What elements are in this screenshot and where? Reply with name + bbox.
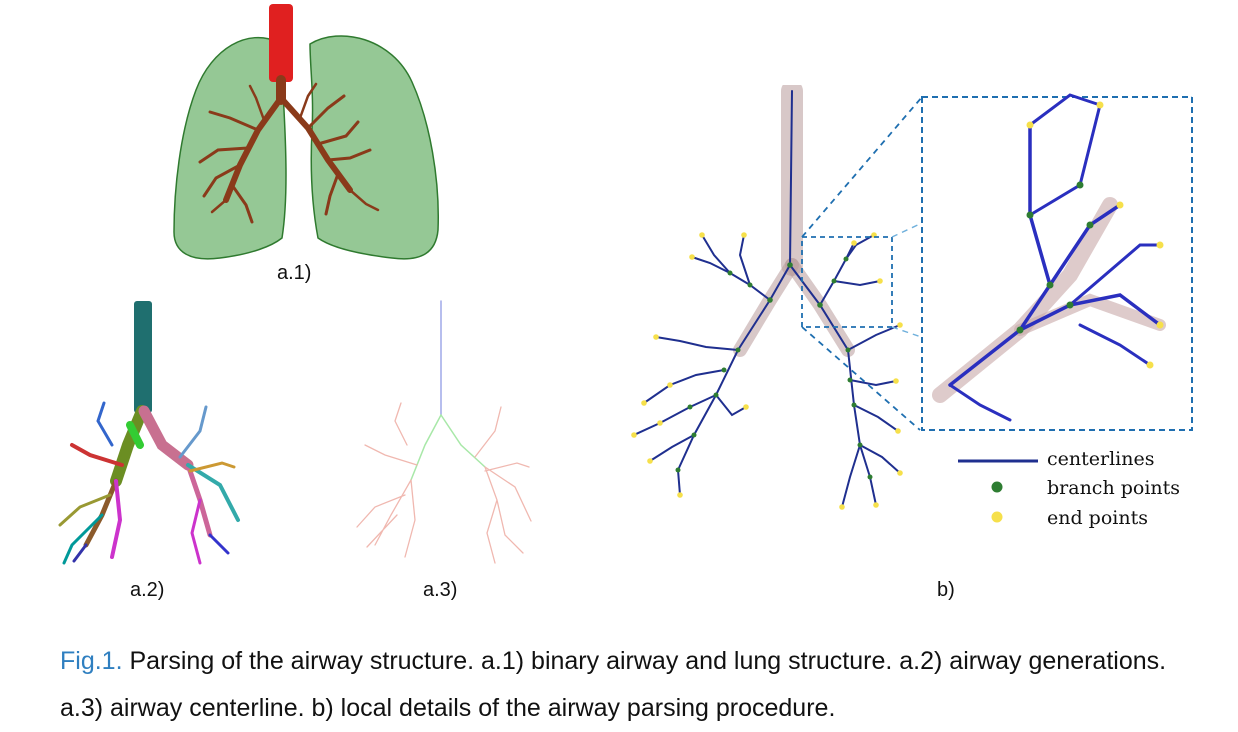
- faint-centerline-tree: [356, 300, 532, 564]
- panel-a1-lung-airway-figure: [173, 4, 440, 260]
- zoom-branch-points: [1016, 181, 1094, 334]
- trachea-red: [269, 4, 293, 82]
- label-a2: a.2): [130, 579, 165, 601]
- centerline-tree: [633, 90, 901, 508]
- legend-label-centerlines: centerlines: [1047, 448, 1155, 470]
- branch-points: [675, 256, 873, 480]
- zoom-source-box: [801, 236, 893, 328]
- airway-shadow: [733, 85, 855, 357]
- right-lung-shape: [309, 35, 440, 260]
- end-points: [631, 232, 903, 510]
- bronchial-tree: [198, 75, 380, 224]
- generation-branches: [58, 401, 240, 565]
- zoom-end-points: [1026, 101, 1164, 369]
- panel-a2-airway-generations-figure: [58, 301, 240, 565]
- label-b: b): [937, 579, 955, 601]
- figure-caption-text: Parsing of the airway structure. a.1) bi…: [60, 647, 1167, 722]
- legend-branch-point-swatch: [991, 481, 1003, 493]
- panel-b-airway-parsing-figure: [631, 85, 1193, 523]
- panel-a3-airway-centerline-figure: [356, 300, 532, 564]
- legend-label-branch-points: branch points: [1047, 477, 1181, 499]
- label-a3: a.3): [423, 579, 458, 601]
- label-a1: a.1): [277, 262, 312, 284]
- legend-label-end-points: end points: [1047, 507, 1148, 529]
- legend-end-point-swatch: [991, 511, 1003, 523]
- trachea-teal: [134, 301, 152, 413]
- figure-caption: Fig.1. Parsing of the airway structure. …: [60, 638, 1180, 732]
- figure-caption-tag: Fig.1.: [60, 647, 123, 675]
